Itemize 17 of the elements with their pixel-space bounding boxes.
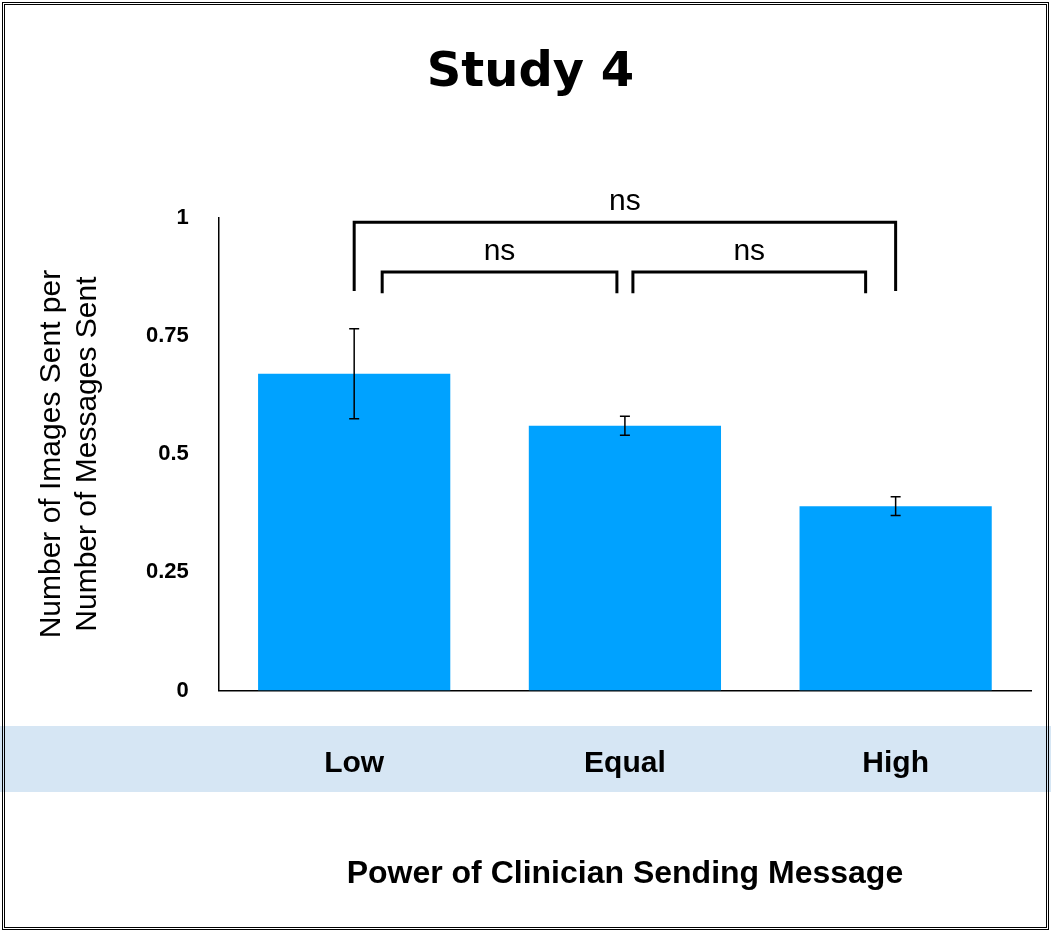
annotation: ns	[483, 232, 516, 266]
y-axis-title: Number of Images Sent per Number of Messages Sent	[33, 269, 103, 639]
bar	[799, 506, 992, 691]
bar	[258, 373, 451, 691]
x-tick-label: High	[862, 744, 929, 778]
y-tick-label: 0.75	[145, 321, 189, 347]
chart-title: Study 4	[426, 41, 635, 98]
x-tick-label: Low	[324, 744, 385, 778]
y-tick-label: 0.5	[158, 440, 189, 466]
bar	[528, 425, 722, 691]
x-axis-title: Power of Clinician Sending Message	[346, 853, 904, 890]
y-tick-label: 0	[176, 676, 189, 702]
x-tick-label: Equal	[584, 744, 666, 778]
annotation: ns	[733, 232, 766, 266]
y-tick-label: 1	[176, 203, 189, 229]
y-tick-label: 0.25	[145, 558, 189, 584]
text: ns	[609, 183, 641, 217]
